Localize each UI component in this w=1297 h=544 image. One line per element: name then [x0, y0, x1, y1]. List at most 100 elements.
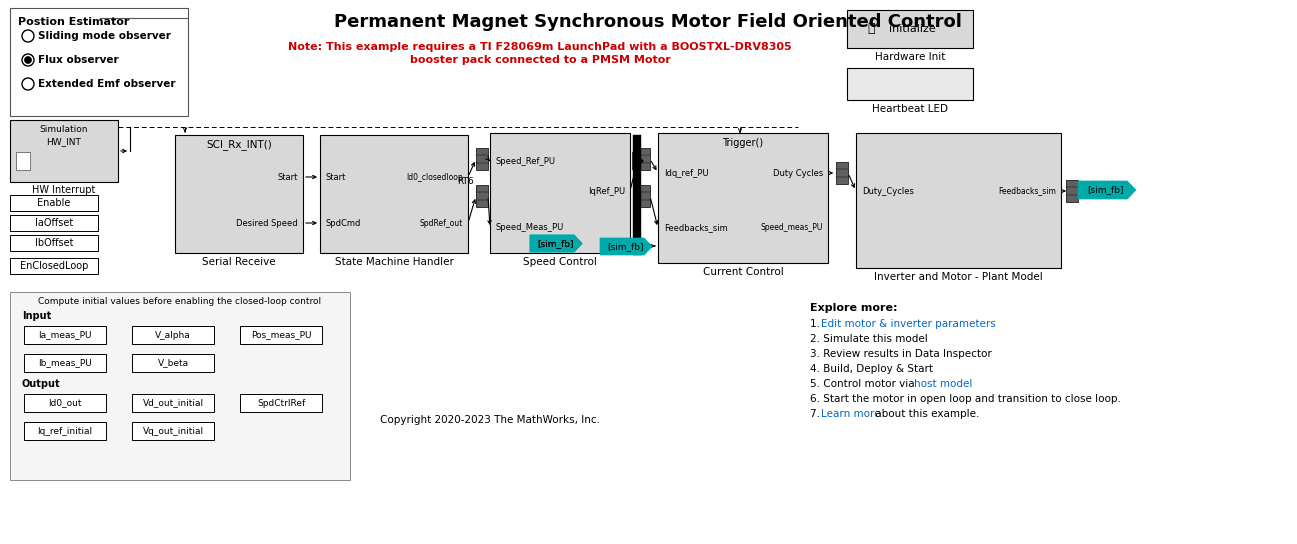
Text: ⏻: ⏻: [866, 22, 874, 35]
Bar: [16, 152, 30, 170]
Text: IqRef_PU: IqRef_PU: [588, 187, 625, 195]
Bar: [132, 394, 214, 412]
Bar: [240, 394, 322, 412]
Text: Start: Start: [278, 172, 298, 182]
Text: Vd_out_initial: Vd_out_initial: [143, 399, 204, 407]
Text: Desired Speed: Desired Speed: [236, 219, 298, 227]
Bar: [10, 195, 99, 211]
Bar: [856, 133, 1061, 268]
Text: SpdCtrlRef: SpdCtrlRef: [257, 399, 305, 407]
Text: Speed_Ref_PU: Speed_Ref_PU: [495, 157, 556, 165]
Text: Enable: Enable: [38, 198, 71, 208]
Text: Output: Output: [22, 379, 61, 389]
Bar: [847, 68, 973, 100]
Text: [sim_fb]: [sim_fb]: [1087, 186, 1124, 195]
Text: Sliding mode observer: Sliding mode observer: [38, 31, 171, 41]
Text: 4. Build, Deploy & Start: 4. Build, Deploy & Start: [811, 364, 933, 374]
Text: Extended Emf observer: Extended Emf observer: [38, 79, 175, 89]
Text: 7.: 7.: [811, 409, 824, 419]
Text: Flux observer: Flux observer: [38, 55, 118, 65]
Bar: [25, 394, 106, 412]
Text: Learn more: Learn more: [821, 409, 881, 419]
Bar: [633, 135, 641, 255]
Text: Start: Start: [326, 172, 346, 182]
Bar: [638, 185, 650, 207]
Text: [sim_fb]: [sim_fb]: [537, 239, 573, 248]
Text: V_beta: V_beta: [157, 358, 188, 368]
Text: Iq_ref_initial: Iq_ref_initial: [38, 426, 92, 436]
Text: Current Control: Current Control: [703, 267, 783, 277]
Text: Edit motor & inverter parameters: Edit motor & inverter parameters: [821, 319, 996, 329]
Text: Ia_meas_PU: Ia_meas_PU: [38, 331, 92, 339]
Text: host model: host model: [914, 379, 973, 389]
Bar: [132, 422, 214, 440]
Bar: [476, 185, 488, 207]
Text: Duty_Cycles: Duty_Cycles: [863, 187, 914, 195]
Text: IbOffset: IbOffset: [35, 238, 73, 248]
Text: Trigger(): Trigger(): [722, 138, 764, 148]
Polygon shape: [530, 235, 582, 252]
Text: V_alpha: V_alpha: [156, 331, 191, 339]
Text: initialize: initialize: [888, 24, 935, 34]
Text: RT6: RT6: [458, 177, 473, 187]
Text: about this example.: about this example.: [872, 409, 979, 419]
Text: 2. Simulate this model: 2. Simulate this model: [811, 334, 927, 344]
Text: Heartbeat LED: Heartbeat LED: [872, 104, 948, 114]
Polygon shape: [601, 238, 652, 255]
Bar: [132, 354, 214, 372]
Text: Speed_meas_PU: Speed_meas_PU: [760, 224, 824, 232]
Text: booster pack connected to a PMSM Motor: booster pack connected to a PMSM Motor: [410, 55, 671, 65]
Bar: [837, 162, 848, 184]
Bar: [490, 133, 630, 253]
Bar: [10, 292, 350, 480]
Bar: [1066, 180, 1078, 202]
Bar: [320, 135, 468, 253]
Text: Ib_meas_PU: Ib_meas_PU: [38, 358, 92, 368]
Text: Feedbacks_sim: Feedbacks_sim: [999, 187, 1056, 195]
Text: Serial Receive: Serial Receive: [202, 257, 276, 267]
Text: 6. Start the motor in open loop and transition to close loop.: 6. Start the motor in open loop and tran…: [811, 394, 1121, 404]
Bar: [10, 215, 99, 231]
Text: HW_INT: HW_INT: [47, 138, 82, 146]
Bar: [10, 258, 99, 274]
Text: Hardware Init: Hardware Init: [874, 52, 946, 62]
Text: Permanent Magnet Synchronous Motor Field Oriented Control: Permanent Magnet Synchronous Motor Field…: [335, 13, 962, 31]
Text: Feedbacks_sim: Feedbacks_sim: [664, 224, 728, 232]
Bar: [240, 326, 322, 344]
Text: Duty Cycles: Duty Cycles: [773, 169, 824, 177]
Text: Speed Control: Speed Control: [523, 257, 597, 267]
Bar: [25, 354, 106, 372]
Text: Simulation: Simulation: [40, 126, 88, 134]
Polygon shape: [530, 235, 582, 252]
Bar: [10, 120, 118, 182]
Text: Explore more:: Explore more:: [811, 303, 898, 313]
Text: SCI_Rx_INT(): SCI_Rx_INT(): [206, 140, 272, 151]
Circle shape: [25, 57, 31, 64]
Polygon shape: [633, 152, 643, 170]
Bar: [132, 326, 214, 344]
Text: Pos_meas_PU: Pos_meas_PU: [250, 331, 311, 339]
Bar: [25, 422, 106, 440]
Bar: [476, 148, 488, 170]
Text: [sim_fb]: [sim_fb]: [537, 239, 573, 248]
Text: Input: Input: [22, 311, 52, 321]
Text: State Machine Handler: State Machine Handler: [335, 257, 454, 267]
Text: SpdCmd: SpdCmd: [326, 219, 362, 227]
Text: Note: This example requires a TI F28069m LaunchPad with a BOOSTXL-DRV8305: Note: This example requires a TI F28069m…: [288, 42, 791, 52]
Text: Speed_Meas_PU: Speed_Meas_PU: [495, 224, 564, 232]
Text: [sim_fb]: [sim_fb]: [607, 242, 643, 251]
Bar: [847, 10, 973, 48]
Text: Postion Estimator: Postion Estimator: [18, 17, 130, 27]
Text: EnClosedLoop: EnClosedLoop: [19, 261, 88, 271]
Bar: [10, 235, 99, 251]
Bar: [658, 133, 827, 263]
Bar: [175, 135, 303, 253]
Text: Id0_closedloop: Id0_closedloop: [406, 172, 463, 182]
Text: IaOffset: IaOffset: [35, 218, 73, 228]
Text: 5. Control motor via: 5. Control motor via: [811, 379, 918, 389]
Bar: [25, 326, 106, 344]
Text: Compute initial values before enabling the closed-loop control: Compute initial values before enabling t…: [39, 298, 322, 306]
Polygon shape: [1078, 181, 1136, 199]
Text: Copyright 2020-2023 The MathWorks, Inc.: Copyright 2020-2023 The MathWorks, Inc.: [380, 415, 601, 425]
Text: 3. Review results in Data Inspector: 3. Review results in Data Inspector: [811, 349, 992, 359]
